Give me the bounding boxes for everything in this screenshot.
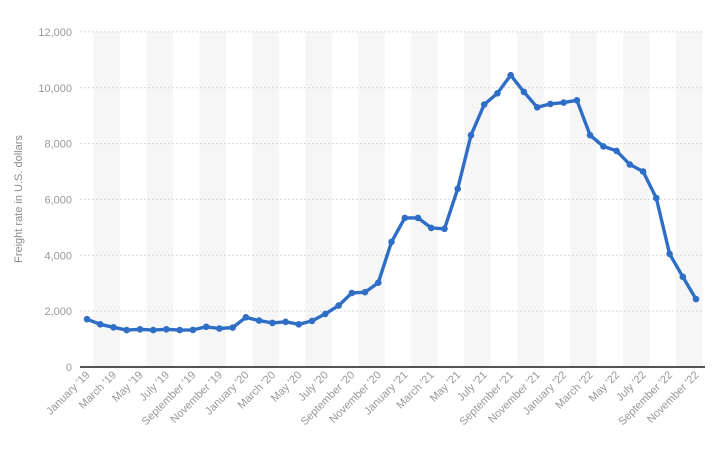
y-tick-label: 10,000 <box>38 83 72 95</box>
data-point[interactable] <box>123 326 130 334</box>
data-point[interactable] <box>494 90 501 97</box>
y-tick-label: 12,000 <box>38 27 72 39</box>
data-point[interactable] <box>202 323 210 331</box>
data-point[interactable] <box>308 317 316 325</box>
data-point[interactable] <box>613 147 620 155</box>
data-point[interactable] <box>110 324 117 331</box>
data-point[interactable] <box>282 318 289 326</box>
y-axis-tick-labels: 0 2,000 4,000 6,000 8,000 10,000 12,000 <box>38 27 72 374</box>
data-point[interactable] <box>149 326 157 334</box>
data-point[interactable] <box>322 310 329 318</box>
data-point[interactable] <box>560 99 567 106</box>
data-point[interactable] <box>427 224 435 232</box>
y-tick-label: 0 <box>66 362 72 374</box>
data-point[interactable] <box>361 288 369 296</box>
data-point[interactable] <box>639 168 647 175</box>
data-point[interactable] <box>414 214 422 222</box>
data-point[interactable] <box>653 194 660 202</box>
data-point[interactable] <box>600 143 607 150</box>
y-tick-label: 8,000 <box>44 139 72 151</box>
data-point[interactable] <box>533 104 541 111</box>
data-point[interactable] <box>335 302 342 309</box>
data-point[interactable] <box>626 161 634 168</box>
data-point[interactable] <box>189 326 197 334</box>
y-axis-title: Freight rate in U.S. dollars <box>13 135 25 263</box>
data-point[interactable] <box>136 326 144 333</box>
data-point[interactable] <box>176 326 183 334</box>
data-point[interactable] <box>269 319 276 327</box>
data-point[interactable] <box>454 185 462 193</box>
data-point[interactable] <box>216 325 223 332</box>
data-point[interactable] <box>586 131 594 139</box>
data-point[interactable] <box>547 100 554 108</box>
background-stripe <box>93 31 120 368</box>
data-point[interactable] <box>388 238 395 246</box>
data-point[interactable] <box>83 315 91 323</box>
data-point[interactable] <box>692 295 700 303</box>
data-point[interactable] <box>666 250 673 258</box>
data-point[interactable] <box>520 88 528 96</box>
data-point[interactable] <box>480 101 488 108</box>
gridlines <box>80 31 704 312</box>
y-tick-label: 4,000 <box>44 250 72 262</box>
data-point[interactable] <box>375 279 382 287</box>
data-point[interactable] <box>467 131 475 139</box>
data-point[interactable] <box>507 71 514 79</box>
data-point[interactable] <box>401 214 409 222</box>
y-tick-label: 2,000 <box>44 306 72 318</box>
data-point[interactable] <box>441 225 448 233</box>
data-point[interactable] <box>573 97 581 104</box>
data-point[interactable] <box>163 326 170 333</box>
data-point[interactable] <box>242 314 250 321</box>
data-point[interactable] <box>96 321 104 328</box>
data-point[interactable] <box>255 317 263 324</box>
data-point[interactable] <box>679 273 687 281</box>
data-point[interactable] <box>295 321 303 328</box>
y-tick-label: 6,000 <box>44 194 72 206</box>
data-point[interactable] <box>229 324 236 331</box>
freight-rate-line <box>85 73 698 332</box>
data-points <box>83 71 700 334</box>
data-point[interactable] <box>348 289 356 297</box>
